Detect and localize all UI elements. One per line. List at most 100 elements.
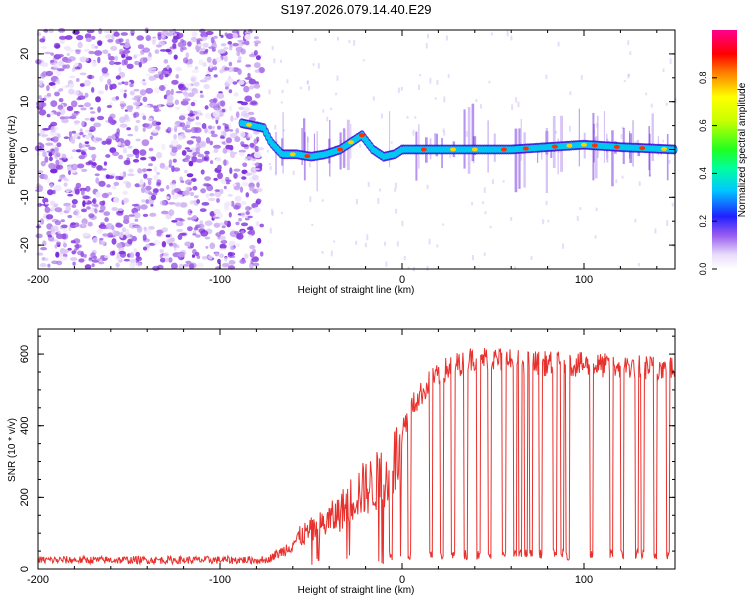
noise-speck	[471, 202, 474, 206]
tone-peak	[450, 147, 456, 152]
noise-blob	[68, 170, 71, 176]
noise-blob	[201, 202, 210, 206]
noise-speck	[317, 63, 320, 69]
noise-blob	[195, 158, 204, 163]
noise-blob	[182, 264, 191, 267]
noise-blob	[138, 61, 142, 68]
noise-speck	[510, 35, 513, 41]
noise-blob	[251, 202, 259, 209]
noise-blob	[239, 131, 246, 138]
noise-blob	[245, 40, 250, 46]
noise-blob	[72, 261, 76, 266]
noise-blob	[95, 137, 103, 142]
noise-blob	[85, 129, 90, 133]
tone-peak	[613, 144, 620, 149]
noise-blob	[148, 226, 155, 230]
noise-speck	[266, 150, 269, 153]
noise-blob	[240, 48, 246, 55]
noise-speck	[322, 109, 325, 113]
noise-blob	[36, 185, 44, 192]
noise-blob	[159, 162, 166, 169]
noise-blob	[71, 163, 78, 171]
noise-speck	[593, 137, 596, 144]
noise-blob	[148, 147, 154, 152]
noise-blob	[180, 180, 185, 183]
noise-blob	[207, 125, 213, 130]
noise-speck	[674, 97, 677, 104]
noise-speck	[472, 255, 474, 261]
noise-blob	[187, 41, 192, 47]
noise-blob	[154, 49, 160, 54]
noise-speck	[425, 42, 428, 49]
noise-blob	[85, 161, 92, 166]
noise-blob	[223, 55, 228, 62]
noise-blob	[242, 162, 248, 168]
noise-blob	[173, 123, 177, 127]
noise-blob	[228, 265, 235, 270]
noise-blob	[213, 74, 218, 78]
noise-blob	[121, 81, 125, 84]
noise-blob	[55, 241, 62, 246]
snr-frame	[37, 328, 676, 570]
noise-speck	[442, 128, 445, 132]
noise-blob	[177, 234, 183, 240]
noise-blob	[159, 257, 166, 263]
noise-blob	[50, 168, 58, 174]
noise-blob	[50, 231, 56, 236]
noise-blob	[211, 125, 215, 129]
noise-blob	[82, 195, 90, 200]
noise-blob	[247, 111, 255, 116]
noise-blob	[256, 198, 262, 203]
noise-speck	[482, 201, 485, 204]
tone-peak	[551, 144, 558, 149]
noise-blob	[215, 157, 222, 162]
noise-blob	[76, 78, 80, 82]
noise-blob	[119, 123, 128, 128]
noise-blob	[235, 111, 240, 118]
noise-blob	[101, 240, 106, 245]
noise-blob	[228, 61, 233, 67]
noise-speck	[271, 46, 274, 51]
noise-blob	[177, 41, 185, 48]
noise-blob	[103, 74, 110, 78]
spectral-streak	[518, 128, 521, 189]
tone-peak	[591, 143, 598, 148]
noise-blob	[194, 251, 200, 257]
noise-speck	[333, 240, 336, 243]
noise-speck	[312, 63, 315, 66]
noise-blob	[54, 220, 62, 226]
noise-blob	[225, 179, 232, 183]
noise-blob	[228, 260, 236, 265]
noise-blob	[173, 134, 177, 140]
noise-blob	[66, 105, 74, 112]
noise-blob	[119, 42, 125, 46]
noise-blob	[176, 244, 180, 249]
noise-blob	[127, 133, 134, 137]
noise-blob	[110, 45, 118, 51]
noise-blob	[192, 233, 197, 236]
spectral-streak	[301, 128, 303, 165]
noise-blob	[111, 207, 118, 211]
noise-blob	[240, 211, 246, 218]
noise-blob	[115, 75, 121, 80]
noise-blob	[199, 28, 206, 33]
noise-blob	[203, 83, 210, 90]
noise-blob	[166, 94, 174, 102]
noise-blob	[222, 122, 227, 126]
spectrogram-ytick-label: 0	[19, 146, 31, 152]
noise-blob	[213, 35, 218, 39]
noise-blob	[219, 244, 223, 249]
noise-blob	[208, 197, 216, 202]
noise-blob	[107, 78, 112, 86]
noise-speck	[394, 182, 397, 189]
noise-blob	[199, 79, 208, 83]
noise-blob	[77, 41, 83, 49]
noise-blob	[239, 259, 247, 264]
noise-blob	[225, 33, 234, 40]
noise-speck	[274, 172, 277, 176]
noise-blob	[163, 252, 170, 259]
noise-blob	[146, 177, 153, 181]
noise-blob	[68, 131, 72, 137]
noise-blob	[232, 32, 238, 39]
noise-blob	[171, 189, 175, 196]
